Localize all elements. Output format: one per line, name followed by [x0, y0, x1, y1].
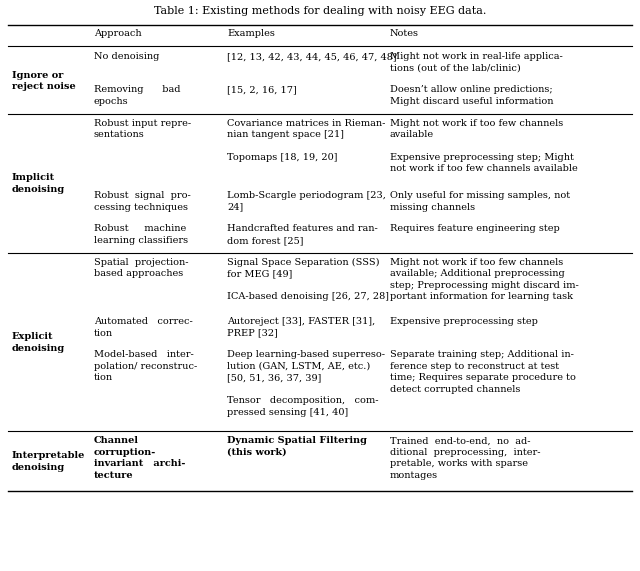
Text: Robust     machine
learning classifiers: Robust machine learning classifiers — [94, 224, 188, 245]
Text: Only useful for missing samples, not
missing channels: Only useful for missing samples, not mis… — [390, 191, 570, 212]
Text: Approach: Approach — [94, 29, 141, 38]
Text: Interpretable
denoising: Interpretable denoising — [12, 451, 85, 472]
Text: Robust input repre-
sentations: Robust input repre- sentations — [94, 119, 191, 139]
Text: Model-based   inter-
polation/ reconstruc-
tion: Model-based inter- polation/ reconstruc-… — [94, 351, 197, 383]
Text: Expensive preprocessing step: Expensive preprocessing step — [390, 317, 538, 326]
Text: Might not work in real-life applica-
tions (out of the lab/clinic): Might not work in real-life applica- tio… — [390, 52, 563, 73]
Text: [12, 13, 42, 43, 44, 45, 46, 47, 48]: [12, 13, 42, 43, 44, 45, 46, 47, 48] — [227, 52, 397, 61]
Text: Doesn’t allow online predictions;
Might discard useful information: Doesn’t allow online predictions; Might … — [390, 86, 554, 106]
Text: Robust  signal  pro-
cessing techniques: Robust signal pro- cessing techniques — [94, 191, 191, 212]
Text: Requires feature engineering step: Requires feature engineering step — [390, 224, 560, 234]
Text: Spatial  projection-
based approaches: Spatial projection- based approaches — [94, 258, 189, 278]
Text: Automated   correc-
tion: Automated correc- tion — [94, 317, 193, 337]
Text: Removing      bad
epochs: Removing bad epochs — [94, 86, 180, 106]
Text: Channel
corruption-
invariant   archi-
tecture: Channel corruption- invariant archi- tec… — [94, 436, 186, 480]
Text: [15, 2, 16, 17]: [15, 2, 16, 17] — [227, 86, 297, 94]
Text: Trained  end-to-end,  no  ad-
ditional  preprocessing,  inter-
pretable, works w: Trained end-to-end, no ad- ditional prep… — [390, 436, 541, 480]
Text: No denoising: No denoising — [94, 52, 159, 61]
Text: Handcrafted features and ran-
dom forest [25]: Handcrafted features and ran- dom forest… — [227, 224, 378, 245]
Text: Lomb-Scargle periodogram [23,
24]: Lomb-Scargle periodogram [23, 24] — [227, 191, 386, 212]
Text: Implicit
denoising: Implicit denoising — [12, 174, 65, 194]
Text: Separate training step; Additional in-
ference step to reconstruct at test
time;: Separate training step; Additional in- f… — [390, 351, 576, 394]
Text: Examples: Examples — [227, 29, 275, 38]
Text: Might not work if too few channels
available

Expensive preprocessing step; Migh: Might not work if too few channels avail… — [390, 119, 578, 174]
Text: Notes: Notes — [390, 29, 419, 38]
Text: Ignore or
reject noise: Ignore or reject noise — [12, 71, 76, 91]
Text: Signal Space Separation (SSS)
for MEG [49]

ICA-based denoising [26, 27, 28]: Signal Space Separation (SSS) for MEG [4… — [227, 258, 389, 301]
Text: Might not work if too few channels
available; Additional preprocessing
step; Pre: Might not work if too few channels avail… — [390, 258, 579, 301]
Text: Table 1: Existing methods for dealing with noisy EEG data.: Table 1: Existing methods for dealing wi… — [154, 6, 486, 16]
Text: Autoreject [33], FASTER [31],
PREP [32]: Autoreject [33], FASTER [31], PREP [32] — [227, 317, 375, 337]
Text: Explicit
denoising: Explicit denoising — [12, 332, 65, 353]
Text: Deep learning-based superreso-
lution (GAN, LSTM, AE, etc.)
[50, 51, 36, 37, 39]: Deep learning-based superreso- lution (G… — [227, 351, 385, 417]
Text: Dynamic Spatial Filtering
(this work): Dynamic Spatial Filtering (this work) — [227, 436, 367, 457]
Text: Covariance matrices in Rieman-
nian tangent space [21]

Topomaps [18, 19, 20]: Covariance matrices in Rieman- nian tang… — [227, 119, 385, 162]
